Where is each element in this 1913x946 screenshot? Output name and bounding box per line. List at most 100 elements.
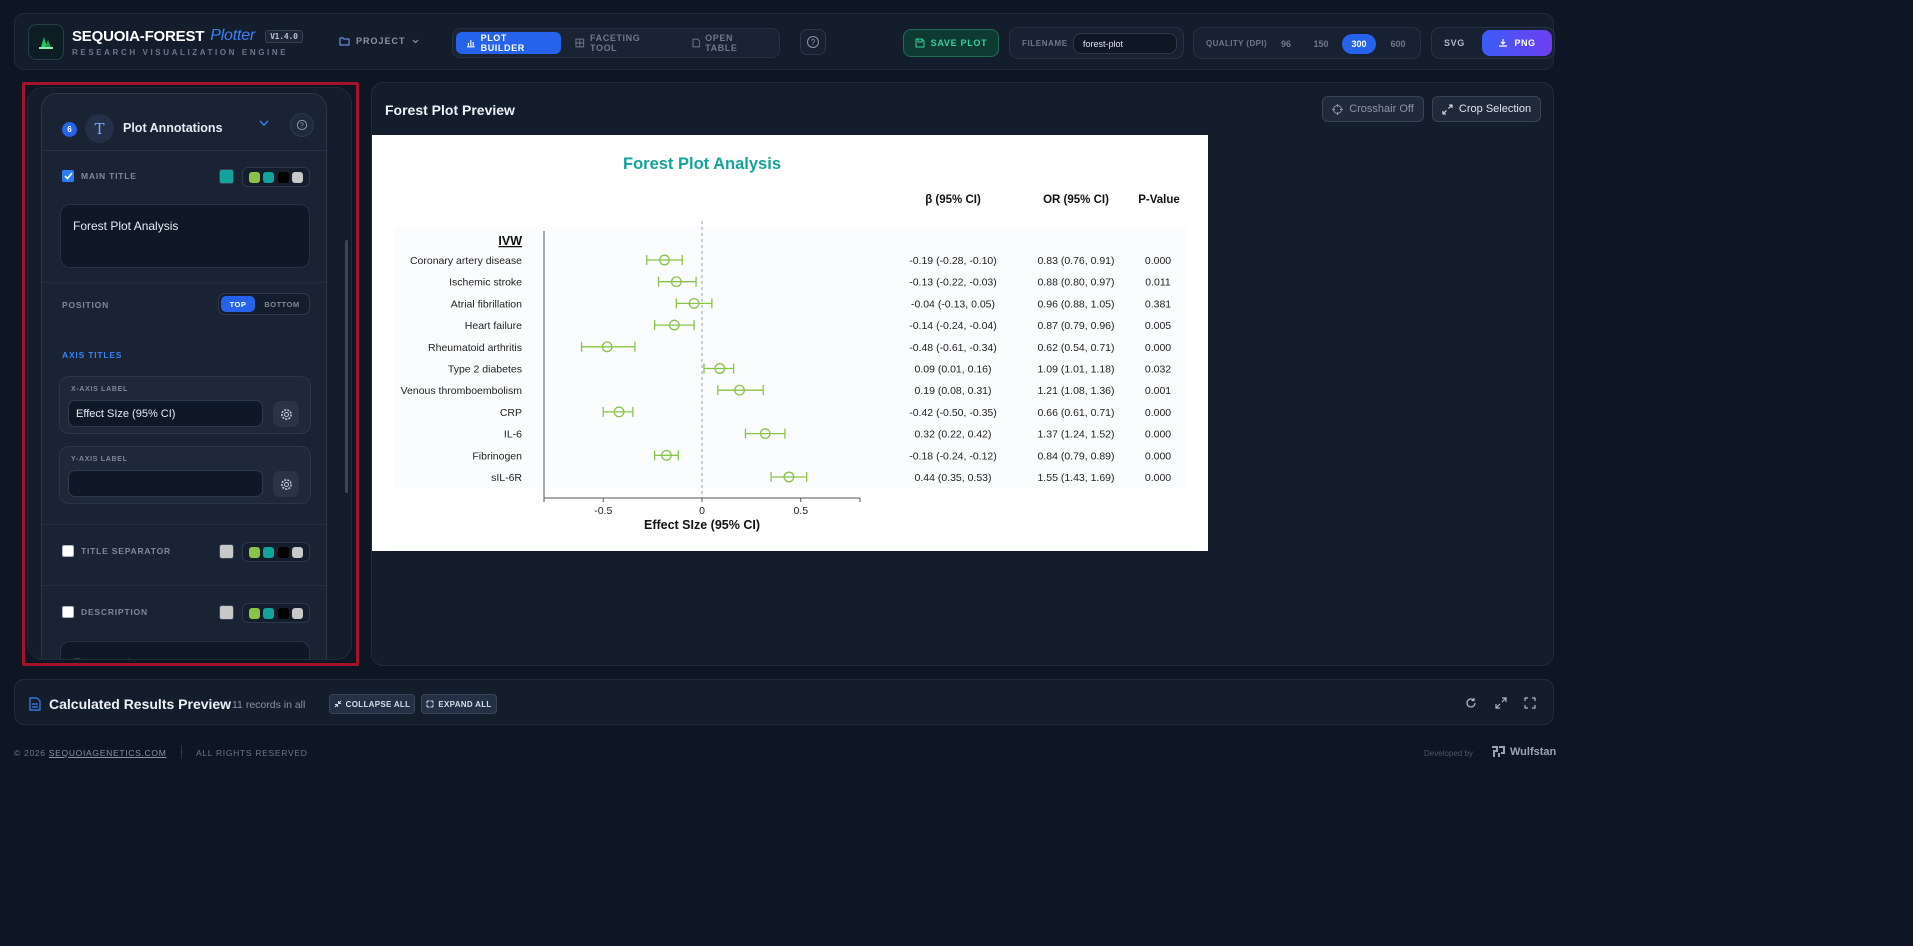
maximize-icon[interactable] <box>1494 696 1508 710</box>
main-title-color-current[interactable] <box>219 169 234 184</box>
quality-option-96[interactable]: 96 <box>1280 39 1291 49</box>
crop-label: Crop Selection <box>1458 103 1532 115</box>
title-separator-checkbox[interactable] <box>62 545 74 557</box>
main-title-input[interactable]: Forest Plot Analysis <box>60 204 310 268</box>
app-name-suffix: Plotter <box>210 27 256 44</box>
position-top-option[interactable]: TOP <box>221 296 255 312</box>
swatch-gray[interactable] <box>292 607 304 619</box>
app-name: SEQUOIA-FOREST <box>72 27 205 45</box>
x-tick-label: -0.5 <box>594 505 612 517</box>
row-label: Atrial fibrillation <box>451 298 522 310</box>
description-checkbox[interactable] <box>62 606 74 618</box>
divider <box>42 282 328 283</box>
text-type-icon: T <box>85 114 114 143</box>
save-plot-button[interactable]: SAVE PLOT <box>903 29 999 57</box>
site-link[interactable]: SEQUOIAGENETICS.COM <box>48 748 167 758</box>
swatch-green[interactable] <box>248 607 260 619</box>
point-estimate <box>661 449 672 461</box>
results-count: 11 records in all <box>232 699 306 711</box>
swatch-black[interactable] <box>277 546 289 558</box>
y-axis-settings-button[interactable] <box>273 471 299 497</box>
quality-option-150[interactable]: 150 <box>1313 39 1329 49</box>
swatch-green[interactable] <box>248 546 260 558</box>
beta-ci-value: -0.19 (-0.28, -0.10) <box>909 255 997 267</box>
x-axis-label-input[interactable]: Effect SIze (95% CI) <box>68 400 263 427</box>
tab-open-table-label: OPEN TABLE <box>705 33 738 53</box>
row-label: sIL-6R <box>491 472 522 484</box>
expand-all-label: EXPAND ALL <box>438 699 492 709</box>
point-estimate <box>601 341 613 353</box>
app-logo[interactable] <box>28 24 64 60</box>
or-ci-value: 1.37 (1.24, 1.52) <box>1037 429 1114 441</box>
or-ci-value: 0.66 (0.61, 0.71) <box>1037 407 1114 419</box>
main-title-checkbox[interactable] <box>62 170 74 182</box>
top-bar: SEQUOIA-FOREST Plotter V1.4.0 RESEARCH V… <box>14 13 1555 70</box>
collapse-all-button[interactable]: COLLAPSE ALL <box>329 694 415 714</box>
divider <box>42 150 328 151</box>
or-ci-value: 0.84 (0.79, 0.89) <box>1037 450 1114 462</box>
footer-divider <box>181 745 182 759</box>
swatch-gray[interactable] <box>292 171 304 183</box>
y-axis-label-group: Y-AXIS LABEL <box>59 446 311 504</box>
chevron-down-icon <box>412 39 418 43</box>
y-axis-label-input[interactable] <box>68 470 263 497</box>
beta-ci-value: 0.32 (0.22, 0.42) <box>914 429 991 441</box>
project-menu[interactable]: PROJECT <box>339 36 419 46</box>
rights-text: ALL RIGHTS RESERVED <box>196 748 308 758</box>
step-badge: 6 <box>62 122 77 137</box>
description-color-current[interactable] <box>219 605 234 620</box>
crop-selection-button[interactable]: Crop Selection <box>1432 96 1541 122</box>
or-ci-value: 1.21 (1.08, 1.36) <box>1037 385 1114 397</box>
or-ci-value: 0.83 (0.76, 0.91) <box>1037 255 1114 267</box>
beta-ci-value: -0.18 (-0.24, -0.12) <box>909 450 997 462</box>
beta-ci-value: 0.19 (0.08, 0.31) <box>914 385 991 397</box>
check-icon <box>63 172 73 180</box>
collapse-icon <box>334 700 342 708</box>
annotations-help-button[interactable]: ? <box>290 113 314 137</box>
p-value: 0.005 <box>1145 320 1171 332</box>
expand-all-button[interactable]: EXPAND ALL <box>421 694 497 714</box>
or-ci-value: 0.96 (0.88, 1.05) <box>1037 298 1114 310</box>
description-row: DESCRIPTION <box>62 606 148 618</box>
crosshair-toggle-button[interactable]: Crosshair Off <box>1322 96 1424 122</box>
swatch-gray[interactable] <box>292 546 304 558</box>
x-axis-settings-button[interactable] <box>273 401 299 427</box>
project-label: PROJECT <box>356 36 406 46</box>
export-png-button[interactable]: PNG <box>1482 30 1552 56</box>
swatch-green[interactable] <box>248 171 260 183</box>
position-bottom-option[interactable]: BOTTOM <box>264 299 300 309</box>
filename-input[interactable] <box>1073 33 1177 54</box>
preview-panel: Forest Plot Preview Crosshair Off Crop S… <box>371 82 1554 666</box>
panel-scrollbar[interactable] <box>345 240 348 493</box>
plot-canvas[interactable]: Forest Plot Analysis β (95% CI) OR (95% … <box>372 135 1208 551</box>
fullscreen-icon[interactable] <box>1523 696 1537 710</box>
company-logo[interactable]: Wulfstan <box>1490 744 1556 760</box>
tab-plot-builder[interactable]: PLOT BUILDER <box>456 32 562 54</box>
tab-open-table[interactable]: OPEN TABLE <box>682 32 776 54</box>
collapse-chevron-icon[interactable] <box>259 120 269 127</box>
swatch-teal[interactable] <box>263 607 275 619</box>
row-label: Rheumatoid arthritis <box>428 342 522 354</box>
swatch-teal[interactable] <box>263 171 275 183</box>
annotations-title: Plot Annotations <box>123 121 223 135</box>
tab-faceting-tool[interactable]: FACETING TOOL <box>565 32 677 54</box>
or-ci-value: 0.87 (0.79, 0.96) <box>1037 320 1114 332</box>
swatch-black[interactable] <box>277 171 289 183</box>
x-tick-label: 0.5 <box>793 505 808 517</box>
main-title-color-palette <box>242 167 310 187</box>
description-label: DESCRIPTION <box>81 607 148 617</box>
export-svg-button[interactable]: SVG <box>1444 38 1465 48</box>
separator-color-current[interactable] <box>219 544 234 559</box>
quality-option-300[interactable]: 300 <box>1342 34 1376 54</box>
swatch-teal[interactable] <box>263 546 275 558</box>
wolf-logo-icon <box>1492 746 1505 757</box>
swatch-black[interactable] <box>277 607 289 619</box>
y-axis-label-caption: Y-AXIS LABEL <box>71 456 128 463</box>
collapse-all-label: COLLAPSE ALL <box>345 699 411 709</box>
or-ci-value: 0.62 (0.54, 0.71) <box>1037 342 1114 354</box>
description-input[interactable]: Enter caption... <box>60 641 310 659</box>
help-button[interactable]: ? <box>800 29 826 55</box>
quality-option-600[interactable]: 600 <box>1390 39 1406 49</box>
refresh-icon[interactable] <box>1464 696 1478 710</box>
beta-ci-value: -0.48 (-0.61, -0.34) <box>909 342 997 354</box>
